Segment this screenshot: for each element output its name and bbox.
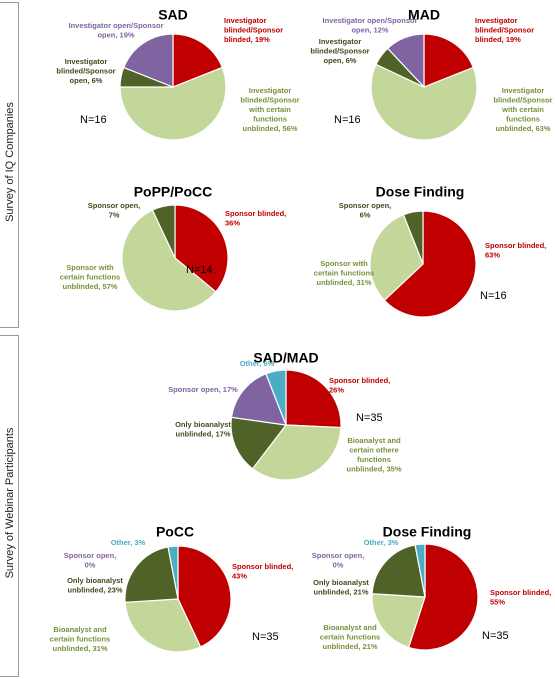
pie-slice (172, 33, 224, 88)
chart-title: PoPP/PoCC (134, 183, 213, 199)
pie-slice (369, 213, 424, 302)
pie-slice (402, 210, 424, 265)
chart-title: PoCC (156, 523, 194, 539)
slice-label: Sponsor blinded, 55% (490, 588, 551, 607)
pie-slice (414, 543, 426, 598)
pie-slice (121, 209, 217, 312)
slice-label: Sponsor blinded, 26% (329, 376, 390, 395)
section-box-iq (0, 2, 19, 328)
n-label: N=35 (356, 412, 383, 424)
slice-label: Only bioanalyst unblinded, 17% (175, 420, 231, 439)
slice-label: Sponsor open, 17% (168, 385, 238, 394)
pie-slice (370, 63, 478, 141)
slice-label: Investigator blinded/Sponsor with certain f… (240, 86, 299, 133)
n-label: N=35 (482, 630, 509, 642)
slice-label: Other, 6% (240, 359, 275, 368)
slice-label: Sponsor with certain functions unblinded, … (60, 263, 120, 291)
slice-label: Sponsor open, 0% (64, 551, 117, 570)
n-label: N=14 (186, 264, 213, 276)
slice-label: Other, 3% (364, 538, 399, 547)
chart-title: SAD (158, 6, 188, 22)
pie-slice (167, 545, 179, 600)
pie-chart-5: SAD/MAD Sponsor blinded, 26% Bioanalyst and… (168, 349, 402, 481)
pie-chart-2: MAD Investigator blinded/Sponsor blinded, 1… (310, 6, 553, 141)
n-label: N=35 (252, 631, 279, 643)
pie-slice (122, 33, 174, 88)
pie-slice (230, 416, 288, 470)
slice-label: Only bioanalyst unblinded, 21% (313, 578, 369, 597)
slice-label: Investigator blinded/Sponsor open, 6% (310, 37, 369, 65)
slice-label: Bioanalyst and certain othere functions unb… (346, 436, 401, 474)
slice-label: Bioanalyst and certain functions unblinded… (50, 625, 110, 653)
slice-label: Investigator open/Sponsor open, 19% (68, 21, 163, 40)
slice-label: Sponsor blinded, 43% (232, 562, 293, 581)
pie-slice (265, 369, 287, 426)
pie-chart-1: SAD Investigator blinded/Sponsor blinded, 1… (56, 6, 300, 141)
slice-label: Investigator blinded/Sponsor with certain f… (493, 86, 552, 133)
slice-label: Investigator blinded/Sponsor blinded, 19% (475, 16, 534, 44)
slice-label: Sponsor open, 7% (88, 201, 141, 220)
slice-label: Sponsor open, 6% (339, 201, 392, 220)
pie-slice (124, 546, 179, 603)
pie-slice (174, 204, 229, 293)
pie-slice (383, 210, 477, 318)
chart-title: Dose Finding (383, 523, 472, 539)
n-label: N=16 (80, 114, 107, 126)
chart-title: Dose Finding (376, 183, 465, 199)
slice-label: Investigator blinded/Sponsor blinded, 19% (224, 16, 283, 44)
pie-slice (151, 204, 176, 259)
pie-slice (230, 373, 287, 426)
slice-label: Other, 3% (111, 538, 146, 547)
pie-chart-4: Dose Finding Sponsor blinded, 63% Sponsor w… (314, 183, 546, 318)
pie-chart-6: PoCC Sponsor blinded, 43% Bioanalyst and cer… (50, 523, 293, 653)
pie-slice (177, 545, 232, 648)
slice-label: Sponsor blinded, 36% (225, 209, 286, 228)
pie-slice (251, 424, 342, 481)
slice-label: Only bioanalyst unblinded, 23% (67, 576, 123, 595)
pie-chart-3: PoPP/PoCC Sponsor blinded, 36% Sponsor with… (60, 183, 286, 312)
slice-label: Sponsor with certain functions unblinded, … (314, 259, 374, 287)
section-box-webinar (0, 335, 19, 677)
pie-slice (285, 369, 342, 429)
pie-slice (119, 66, 227, 141)
pie-slice (124, 598, 202, 653)
chart-title: SAD/MAD (253, 349, 318, 365)
slice-label: Investigator open/Sponsor open, 12% (322, 16, 417, 35)
n-label: N=16 (334, 114, 361, 126)
slice-label: Bioanalyst and certain functions unblinded… (320, 623, 380, 651)
chart-title: MAD (408, 6, 440, 22)
pie-chart-7: Dose Finding Sponsor blinded, 55% Bioanalys… (312, 523, 552, 651)
pie-slice (407, 543, 479, 651)
slice-label: Sponsor open, 0% (312, 551, 365, 570)
pie-slice (371, 593, 426, 649)
slice-label: Sponsor blinded, 63% (485, 241, 546, 260)
pie-slice (371, 544, 426, 598)
n-label: N=16 (480, 290, 507, 302)
slice-label: Investigator blinded/Sponsor open, 6% (56, 57, 115, 85)
pie-slice (423, 33, 475, 88)
pie-slice (386, 33, 425, 89)
